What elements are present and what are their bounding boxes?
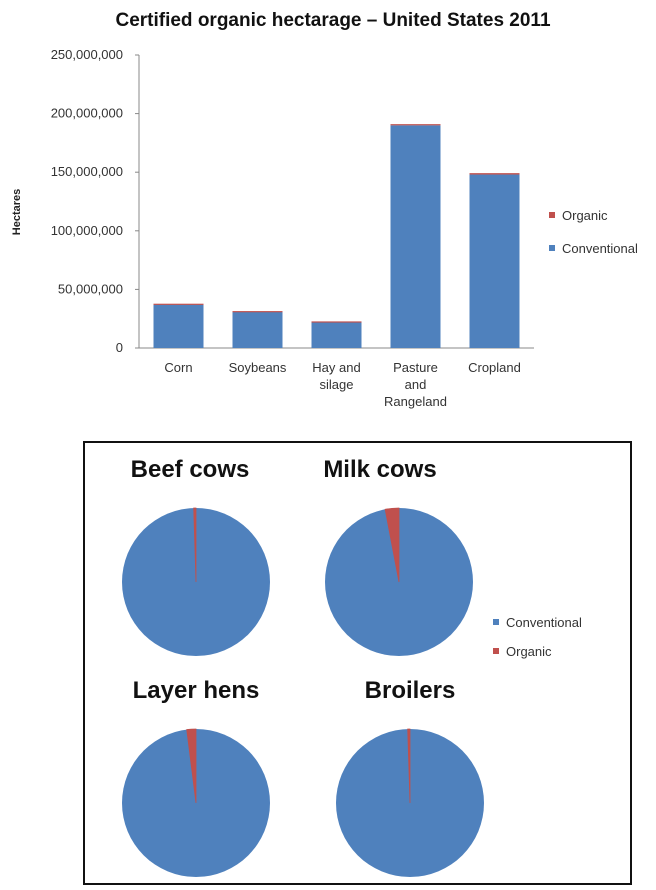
- x-tick-label: Corn: [164, 360, 192, 375]
- bar-conventional: [232, 311, 283, 348]
- pie-layer-hens: Layer hens: [122, 677, 270, 877]
- pie-legend: Conventional Organic: [493, 615, 582, 659]
- bar-conventional: [311, 322, 362, 348]
- bar-organic: [311, 321, 362, 323]
- pie-panel-border: [83, 441, 632, 885]
- pie-title: Layer hens: [133, 677, 260, 704]
- pie-legend-swatch-conventional: [493, 619, 499, 625]
- pie-broilers: Broilers: [336, 677, 484, 877]
- pie-title: Broilers: [365, 677, 456, 704]
- x-tick-label: and: [405, 377, 427, 392]
- pie-milk-cows: Milk cows: [323, 456, 473, 656]
- x-tick-labels: Corn Soybeans Hay and silage Pasture and Range…: [164, 360, 520, 409]
- legend-swatch-conventional: [549, 245, 555, 251]
- bar-conventional: [153, 304, 204, 348]
- y-tick-label: 150,000,000: [51, 164, 123, 179]
- pie-title: Milk cows: [323, 456, 436, 483]
- pie-slice-organic: [384, 507, 400, 583]
- pie-charts: Beef cows Milk cows Layer hens Broilers: [122, 456, 484, 877]
- bar-organic: [469, 173, 520, 175]
- y-tick-label: 100,000,000: [51, 223, 123, 238]
- x-tick-label: Rangeland: [384, 394, 447, 409]
- bar-conventional: [390, 125, 441, 348]
- pie-legend-swatch-organic: [493, 648, 499, 654]
- x-tick-label: silage: [320, 377, 354, 392]
- pie-slice-organic: [186, 728, 197, 804]
- y-tick-label: 50,000,000: [58, 281, 123, 296]
- x-tick-label: Pasture: [393, 360, 438, 375]
- pie-slice-organic: [407, 728, 411, 804]
- pie-legend-label-conventional: Conventional: [506, 615, 582, 630]
- y-axis-label: Hectares: [11, 189, 23, 235]
- bar-chart: Certified organic hectarage – United Sta…: [11, 10, 638, 409]
- y-ticks: 0 50,000,000 100,000,000 150,000,000 200,000…: [51, 47, 139, 355]
- bars: [153, 124, 520, 348]
- legend-swatch-organic: [549, 212, 555, 218]
- bar-conventional: [469, 174, 520, 348]
- legend-label-conventional: Conventional: [562, 241, 638, 256]
- pie-slice-organic: [193, 507, 197, 583]
- x-tick-label: Soybeans: [229, 360, 287, 375]
- bar-chart-title: Certified organic hectarage – United Sta…: [115, 10, 550, 31]
- x-tick-label: Hay and: [312, 360, 360, 375]
- x-tick-label: Cropland: [468, 360, 521, 375]
- bar-organic: [153, 303, 204, 305]
- bar-organic: [390, 124, 441, 126]
- pie-beef-cows: Beef cows: [122, 456, 270, 656]
- pie-title: Beef cows: [131, 456, 250, 483]
- y-tick-label: 200,000,000: [51, 106, 123, 121]
- bar-legend: Organic Conventional: [549, 208, 638, 256]
- bar-organic: [232, 311, 283, 313]
- y-tick-label: 0: [116, 340, 123, 355]
- legend-label-organic: Organic: [562, 208, 608, 223]
- pie-legend-label-organic: Organic: [506, 644, 552, 659]
- pie-panel: Beef cows Milk cows Layer hens Broilers Con…: [83, 441, 632, 885]
- y-tick-label: 250,000,000: [51, 47, 123, 62]
